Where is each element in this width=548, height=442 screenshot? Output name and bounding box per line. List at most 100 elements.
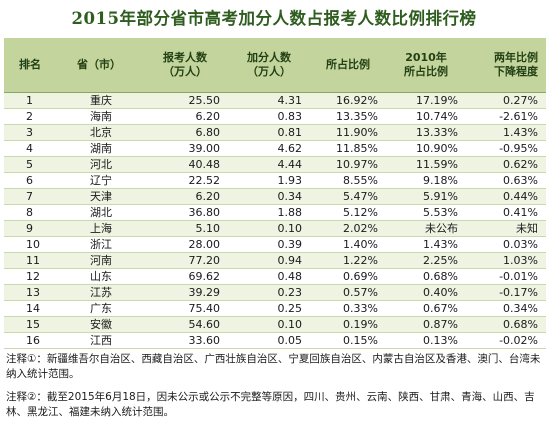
cell-bonus: 0.39 <box>228 236 310 253</box>
cell-ratio-2010: 17.19% <box>386 92 466 109</box>
cell-ratio: 16.92% <box>310 92 386 109</box>
cell-ratio-2010: 0.87% <box>386 316 466 333</box>
cell-bonus: 0.48 <box>228 268 310 285</box>
cell-ratio: 13.35% <box>310 108 386 125</box>
cell-change: 未知 <box>466 220 546 237</box>
cell-ratio-2010: 10.90% <box>386 140 466 157</box>
cell-province: 湖北 <box>56 204 142 221</box>
cell-change: 0.62% <box>466 156 546 173</box>
cell-rank: 9 <box>4 220 56 237</box>
cell-bonus: 4.62 <box>228 140 310 157</box>
cell-ratio: 11.90% <box>310 124 386 141</box>
cell-applicants: 36.80 <box>142 204 228 221</box>
cell-province: 安徽 <box>56 316 142 333</box>
cell-ratio: 5.47% <box>310 188 386 205</box>
cell-province: 广东 <box>56 300 142 317</box>
cell-rank: 1 <box>4 92 56 109</box>
cell-province: 天津 <box>56 188 142 205</box>
cell-province: 江苏 <box>56 284 142 301</box>
cell-change: -0.02% <box>466 332 546 349</box>
header-province: 省（市） <box>56 38 142 93</box>
cell-bonus: 1.93 <box>228 172 310 189</box>
cell-applicants: 75.40 <box>142 300 228 317</box>
cell-province: 浙江 <box>56 236 142 253</box>
header-ratio-2010: 2010年 所占比例 <box>386 38 466 93</box>
note-1: 注释①：新疆维吾尔自治区、西藏自治区、广西壮族自治区、宁夏回族自治区、内蒙古自治… <box>6 353 541 380</box>
cell-change: 0.44% <box>466 188 546 205</box>
cell-applicants: 6.20 <box>142 108 228 125</box>
cell-change: 0.27% <box>466 92 546 109</box>
cell-applicants: 69.62 <box>142 268 228 285</box>
header-rank: 排名 <box>4 38 56 93</box>
cell-ratio-2010: 5.53% <box>386 204 466 221</box>
table-row: 10 浙江 28.00 0.39 1.40% 1.43% 0.03% <box>4 236 546 253</box>
header-ratio: 所占比例 <box>310 38 386 93</box>
cell-rank: 2 <box>4 108 56 125</box>
table-row: 8 湖北 36.80 1.88 5.12% 5.53% 0.41% <box>4 204 546 221</box>
table-row: 13 江苏 39.29 0.23 0.57% 0.40% -0.17% <box>4 284 546 301</box>
cell-change: 1.03% <box>466 252 546 269</box>
cell-ratio-2010: 未公布 <box>386 220 466 237</box>
cell-ratio-2010: 0.68% <box>386 268 466 285</box>
cell-applicants: 54.60 <box>142 316 228 333</box>
cell-rank: 11 <box>4 252 56 269</box>
page-title: 2015年部分省市高考加分人数占报考人数比例排行榜 <box>71 9 477 28</box>
cell-ratio: 5.12% <box>310 204 386 221</box>
note-2: 注释②：截至2015年6月18日，因未公示或公示不完整等原因，四川、贵州、云南、… <box>6 391 535 418</box>
cell-applicants: 39.00 <box>142 140 228 157</box>
cell-applicants: 6.20 <box>142 188 228 205</box>
cell-rank: 15 <box>4 316 56 333</box>
cell-bonus: 0.83 <box>228 108 310 125</box>
header-applicants: 报考人数 （万人） <box>142 38 228 93</box>
cell-ratio: 11.85% <box>310 140 386 157</box>
cell-ratio-2010: 13.33% <box>386 124 466 141</box>
cell-change: -2.61% <box>466 108 546 125</box>
cell-rank: 14 <box>4 300 56 317</box>
table-row: 16 江西 33.60 0.05 0.15% 0.13% -0.02% <box>4 332 546 349</box>
cell-ratio-2010: 11.59% <box>386 156 466 173</box>
cell-ratio-2010: 0.13% <box>386 332 466 349</box>
table-row: 9 上海 5.10 0.10 2.02% 未公布 未知 <box>4 220 546 237</box>
cell-province: 江西 <box>56 332 142 349</box>
cell-applicants: 6.80 <box>142 124 228 141</box>
cell-ratio: 0.15% <box>310 332 386 349</box>
cell-province: 河南 <box>56 252 142 269</box>
cell-province: 海南 <box>56 108 142 125</box>
cell-ratio: 2.02% <box>310 220 386 237</box>
cell-ratio: 0.19% <box>310 316 386 333</box>
table-row: 14 广东 75.40 0.25 0.33% 0.67% 0.34% <box>4 300 546 317</box>
cell-ratio-2010: 10.74% <box>386 108 466 125</box>
cell-applicants: 39.29 <box>142 284 228 301</box>
table-row: 4 湖南 39.00 4.62 11.85% 10.90% -0.95% <box>4 140 546 157</box>
cell-rank: 10 <box>4 236 56 253</box>
cell-change: 0.34% <box>466 300 546 317</box>
table-body: 1 重庆 25.50 4.31 16.92% 17.19% 0.27% 2 海南 6.20 0.83… <box>4 92 546 349</box>
cell-ratio: 1.40% <box>310 236 386 253</box>
header-change: 两年比例 下降程度 <box>466 38 546 93</box>
cell-ratio-2010: 1.43% <box>386 236 466 253</box>
cell-province: 山东 <box>56 268 142 285</box>
cell-change: 0.63% <box>466 172 546 189</box>
cell-rank: 8 <box>4 204 56 221</box>
cell-rank: 12 <box>4 268 56 285</box>
cell-bonus: 0.10 <box>228 316 310 333</box>
cell-rank: 7 <box>4 188 56 205</box>
notes: 注释①：新疆维吾尔自治区、西藏自治区、广西壮族自治区、宁夏回族自治区、内蒙古自治… <box>6 352 542 428</box>
cell-ratio: 0.57% <box>310 284 386 301</box>
cell-ratio: 8.55% <box>310 172 386 189</box>
cell-change: 0.68% <box>466 316 546 333</box>
cell-province: 湖南 <box>56 140 142 157</box>
cell-bonus: 0.05 <box>228 332 310 349</box>
cell-applicants: 28.00 <box>142 236 228 253</box>
cell-rank: 5 <box>4 156 56 173</box>
cell-change: 0.41% <box>466 204 546 221</box>
table-row: 1 重庆 25.50 4.31 16.92% 17.19% 0.27% <box>4 92 546 109</box>
table-row: 3 北京 6.80 0.81 11.90% 13.33% 1.43% <box>4 124 546 141</box>
cell-ratio-2010: 9.18% <box>386 172 466 189</box>
ranking-table: 排名 省（市） 报考人数 （万人） 加分人数 （万人） 所占比例 2010年 所占比例… <box>4 38 546 349</box>
cell-change: -0.17% <box>466 284 546 301</box>
table-row: 12 山东 69.62 0.48 0.69% 0.68% -0.01% <box>4 268 546 285</box>
table-row: 7 天津 6.20 0.34 5.47% 5.91% 0.44% <box>4 188 546 205</box>
cell-bonus: 1.88 <box>228 204 310 221</box>
cell-rank: 16 <box>4 332 56 349</box>
